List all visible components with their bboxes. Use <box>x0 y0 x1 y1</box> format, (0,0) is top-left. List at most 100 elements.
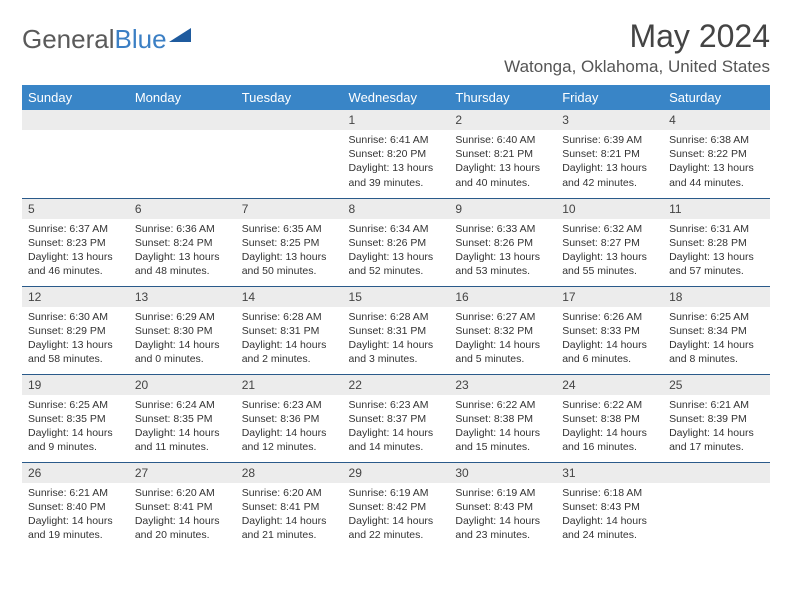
calendar-day-cell: 2Sunrise: 6:40 AMSunset: 8:21 PMDaylight… <box>449 110 556 198</box>
calendar-day-cell: 6Sunrise: 6:36 AMSunset: 8:24 PMDaylight… <box>129 198 236 286</box>
day-content: Sunrise: 6:27 AMSunset: 8:32 PMDaylight:… <box>449 307 556 373</box>
day-number: 16 <box>449 287 556 307</box>
day-content: Sunrise: 6:22 AMSunset: 8:38 PMDaylight:… <box>556 395 663 461</box>
calendar-day-cell: 19Sunrise: 6:25 AMSunset: 8:35 PMDayligh… <box>22 374 129 462</box>
day-content: Sunrise: 6:38 AMSunset: 8:22 PMDaylight:… <box>663 130 770 196</box>
calendar-week-row: 26Sunrise: 6:21 AMSunset: 8:40 PMDayligh… <box>22 462 770 550</box>
calendar-day-cell: 18Sunrise: 6:25 AMSunset: 8:34 PMDayligh… <box>663 286 770 374</box>
day-content: Sunrise: 6:18 AMSunset: 8:43 PMDaylight:… <box>556 483 663 549</box>
day-number: 21 <box>236 375 343 395</box>
weekday-header: Wednesday <box>343 85 450 110</box>
day-content: Sunrise: 6:23 AMSunset: 8:36 PMDaylight:… <box>236 395 343 461</box>
calendar-day-cell: 12Sunrise: 6:30 AMSunset: 8:29 PMDayligh… <box>22 286 129 374</box>
calendar-day-cell: 20Sunrise: 6:24 AMSunset: 8:35 PMDayligh… <box>129 374 236 462</box>
location-text: Watonga, Oklahoma, United States <box>504 57 770 77</box>
day-number: 13 <box>129 287 236 307</box>
calendar-day-cell <box>663 462 770 550</box>
day-content: Sunrise: 6:26 AMSunset: 8:33 PMDaylight:… <box>556 307 663 373</box>
day-number: 15 <box>343 287 450 307</box>
day-content: Sunrise: 6:32 AMSunset: 8:27 PMDaylight:… <box>556 219 663 285</box>
day-content: Sunrise: 6:40 AMSunset: 8:21 PMDaylight:… <box>449 130 556 196</box>
day-content: Sunrise: 6:29 AMSunset: 8:30 PMDaylight:… <box>129 307 236 373</box>
day-number <box>663 463 770 483</box>
day-number: 26 <box>22 463 129 483</box>
day-number: 29 <box>343 463 450 483</box>
day-number: 8 <box>343 199 450 219</box>
day-number <box>129 110 236 130</box>
day-number: 12 <box>22 287 129 307</box>
calendar-day-cell: 23Sunrise: 6:22 AMSunset: 8:38 PMDayligh… <box>449 374 556 462</box>
day-content: Sunrise: 6:37 AMSunset: 8:23 PMDaylight:… <box>22 219 129 285</box>
calendar-day-cell: 1Sunrise: 6:41 AMSunset: 8:20 PMDaylight… <box>343 110 450 198</box>
title-block: May 2024 Watonga, Oklahoma, United State… <box>504 18 770 77</box>
calendar-day-cell <box>129 110 236 198</box>
calendar-day-cell: 5Sunrise: 6:37 AMSunset: 8:23 PMDaylight… <box>22 198 129 286</box>
calendar-day-cell: 16Sunrise: 6:27 AMSunset: 8:32 PMDayligh… <box>449 286 556 374</box>
brand-logo: GeneralBlue <box>22 24 191 55</box>
day-number: 23 <box>449 375 556 395</box>
calendar-day-cell: 15Sunrise: 6:28 AMSunset: 8:31 PMDayligh… <box>343 286 450 374</box>
month-title: May 2024 <box>504 18 770 55</box>
day-number: 2 <box>449 110 556 130</box>
day-number: 28 <box>236 463 343 483</box>
day-number: 14 <box>236 287 343 307</box>
day-number: 19 <box>22 375 129 395</box>
calendar-day-cell: 30Sunrise: 6:19 AMSunset: 8:43 PMDayligh… <box>449 462 556 550</box>
day-number: 10 <box>556 199 663 219</box>
brand-text: GeneralBlue <box>22 24 167 55</box>
day-number: 17 <box>556 287 663 307</box>
weekday-header: Sunday <box>22 85 129 110</box>
day-content: Sunrise: 6:39 AMSunset: 8:21 PMDaylight:… <box>556 130 663 196</box>
calendar-day-cell: 7Sunrise: 6:35 AMSunset: 8:25 PMDaylight… <box>236 198 343 286</box>
calendar-day-cell: 8Sunrise: 6:34 AMSunset: 8:26 PMDaylight… <box>343 198 450 286</box>
day-content: Sunrise: 6:19 AMSunset: 8:43 PMDaylight:… <box>449 483 556 549</box>
day-content: Sunrise: 6:25 AMSunset: 8:35 PMDaylight:… <box>22 395 129 461</box>
day-number: 24 <box>556 375 663 395</box>
day-number: 1 <box>343 110 450 130</box>
weekday-header: Saturday <box>663 85 770 110</box>
calendar-day-cell: 22Sunrise: 6:23 AMSunset: 8:37 PMDayligh… <box>343 374 450 462</box>
day-number: 9 <box>449 199 556 219</box>
calendar-day-cell: 3Sunrise: 6:39 AMSunset: 8:21 PMDaylight… <box>556 110 663 198</box>
day-number: 20 <box>129 375 236 395</box>
weekday-row: SundayMondayTuesdayWednesdayThursdayFrid… <box>22 85 770 110</box>
calendar-body: 1Sunrise: 6:41 AMSunset: 8:20 PMDaylight… <box>22 110 770 550</box>
weekday-header: Thursday <box>449 85 556 110</box>
day-number <box>22 110 129 130</box>
day-content: Sunrise: 6:19 AMSunset: 8:42 PMDaylight:… <box>343 483 450 549</box>
calendar-day-cell: 17Sunrise: 6:26 AMSunset: 8:33 PMDayligh… <box>556 286 663 374</box>
calendar-day-cell: 27Sunrise: 6:20 AMSunset: 8:41 PMDayligh… <box>129 462 236 550</box>
calendar-day-cell: 25Sunrise: 6:21 AMSunset: 8:39 PMDayligh… <box>663 374 770 462</box>
day-content: Sunrise: 6:21 AMSunset: 8:39 PMDaylight:… <box>663 395 770 461</box>
day-content: Sunrise: 6:36 AMSunset: 8:24 PMDaylight:… <box>129 219 236 285</box>
day-content: Sunrise: 6:20 AMSunset: 8:41 PMDaylight:… <box>129 483 236 549</box>
day-number: 30 <box>449 463 556 483</box>
calendar-week-row: 12Sunrise: 6:30 AMSunset: 8:29 PMDayligh… <box>22 286 770 374</box>
weekday-header: Friday <box>556 85 663 110</box>
day-content: Sunrise: 6:34 AMSunset: 8:26 PMDaylight:… <box>343 219 450 285</box>
brand-part2: Blue <box>115 24 167 54</box>
day-number: 6 <box>129 199 236 219</box>
day-content: Sunrise: 6:35 AMSunset: 8:25 PMDaylight:… <box>236 219 343 285</box>
day-number: 27 <box>129 463 236 483</box>
day-content: Sunrise: 6:28 AMSunset: 8:31 PMDaylight:… <box>343 307 450 373</box>
day-content: Sunrise: 6:23 AMSunset: 8:37 PMDaylight:… <box>343 395 450 461</box>
day-content: Sunrise: 6:22 AMSunset: 8:38 PMDaylight:… <box>449 395 556 461</box>
calendar-day-cell: 31Sunrise: 6:18 AMSunset: 8:43 PMDayligh… <box>556 462 663 550</box>
calendar-day-cell: 14Sunrise: 6:28 AMSunset: 8:31 PMDayligh… <box>236 286 343 374</box>
calendar-table: SundayMondayTuesdayWednesdayThursdayFrid… <box>22 85 770 550</box>
calendar-day-cell: 28Sunrise: 6:20 AMSunset: 8:41 PMDayligh… <box>236 462 343 550</box>
weekday-header: Tuesday <box>236 85 343 110</box>
calendar-day-cell: 29Sunrise: 6:19 AMSunset: 8:42 PMDayligh… <box>343 462 450 550</box>
calendar-week-row: 19Sunrise: 6:25 AMSunset: 8:35 PMDayligh… <box>22 374 770 462</box>
brand-triangle-icon <box>169 28 191 42</box>
day-content: Sunrise: 6:41 AMSunset: 8:20 PMDaylight:… <box>343 130 450 196</box>
day-number: 11 <box>663 199 770 219</box>
day-content: Sunrise: 6:21 AMSunset: 8:40 PMDaylight:… <box>22 483 129 549</box>
calendar-day-cell: 24Sunrise: 6:22 AMSunset: 8:38 PMDayligh… <box>556 374 663 462</box>
day-content: Sunrise: 6:24 AMSunset: 8:35 PMDaylight:… <box>129 395 236 461</box>
calendar-day-cell: 10Sunrise: 6:32 AMSunset: 8:27 PMDayligh… <box>556 198 663 286</box>
day-number: 22 <box>343 375 450 395</box>
day-number: 25 <box>663 375 770 395</box>
day-number: 4 <box>663 110 770 130</box>
